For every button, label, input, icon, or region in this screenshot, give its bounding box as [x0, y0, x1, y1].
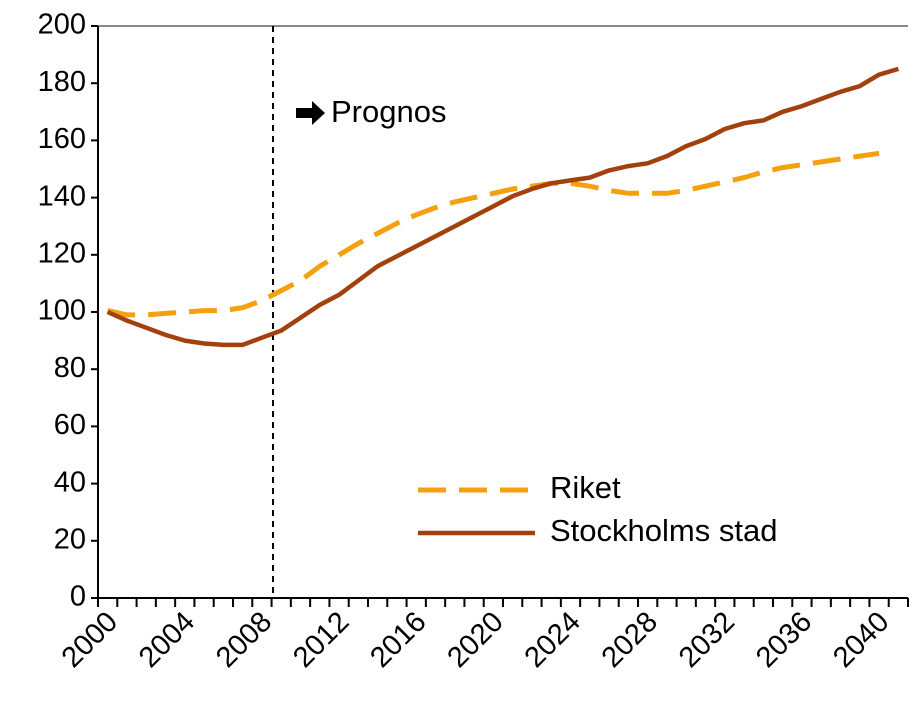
y-tick-label: 80	[54, 352, 86, 384]
x-tick-label: 2032	[673, 606, 741, 674]
y-tick-label: 180	[38, 66, 86, 98]
y-tick-label: 200	[38, 9, 86, 41]
annotation: Prognos	[331, 94, 446, 129]
x-tick-label: 2004	[133, 606, 201, 674]
y-tick-label: 0	[70, 581, 86, 613]
x-tick-label: 2012	[287, 606, 355, 674]
x-tick-label: 2016	[364, 606, 432, 674]
y-tick-label: 100	[38, 295, 86, 327]
legend-label: Stockholms stad	[550, 513, 777, 548]
y-tick-label: 40	[54, 466, 86, 498]
y-tick-label: 160	[38, 123, 86, 155]
x-tick-label: 2020	[441, 606, 509, 674]
x-tick-label: 2040	[827, 606, 895, 674]
series-line	[107, 150, 880, 318]
x-tick-label: 2028	[596, 606, 664, 674]
x-tick-label: 2000	[56, 606, 124, 674]
series-line	[106, 66, 900, 348]
y-tick-label: 120	[38, 237, 86, 269]
arrow-icon	[296, 101, 325, 125]
legend-label: Riket	[550, 470, 621, 505]
y-tick-label: 140	[38, 180, 86, 212]
y-tick-label: 60	[54, 409, 86, 441]
x-tick-label: 2036	[750, 606, 818, 674]
x-tick-label: 2008	[210, 606, 278, 674]
y-tick-label: 20	[54, 523, 86, 555]
x-tick-label: 2024	[519, 606, 587, 674]
